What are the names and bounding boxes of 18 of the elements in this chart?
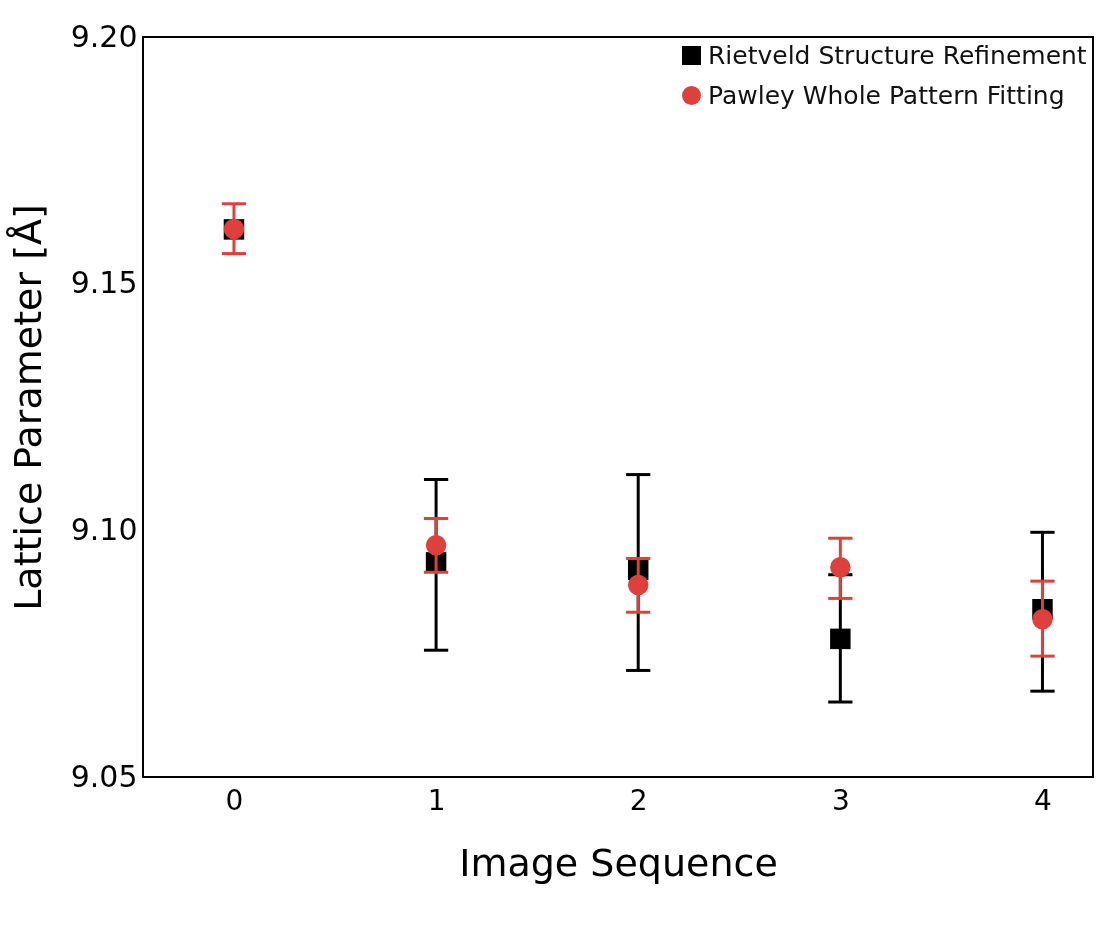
y-tick-label: 9.15 [70,265,138,301]
y-tick-label: 9.10 [70,511,138,547]
legend-label: Rietveld Structure Refinement [708,40,1087,70]
x-tick-label: 4 [1034,783,1052,817]
x-tick-label: 3 [831,783,850,817]
x-tick-label: 1 [427,783,446,817]
x-tick-label: 0 [225,783,244,817]
point [830,557,851,578]
x-tick-label: 2 [629,783,648,817]
point [830,628,851,650]
point [425,534,447,556]
y-tick-label: 9.05 [70,758,138,794]
point [1032,608,1053,630]
x-axis-title: Image Sequence [459,840,778,885]
legend-label: Pawley Whole Pattern Fitting [708,80,1065,110]
y-axis-title: Lattice Parameter [Å] [5,204,50,611]
point [627,574,649,596]
y-tick-label: 9.20 [70,18,138,54]
